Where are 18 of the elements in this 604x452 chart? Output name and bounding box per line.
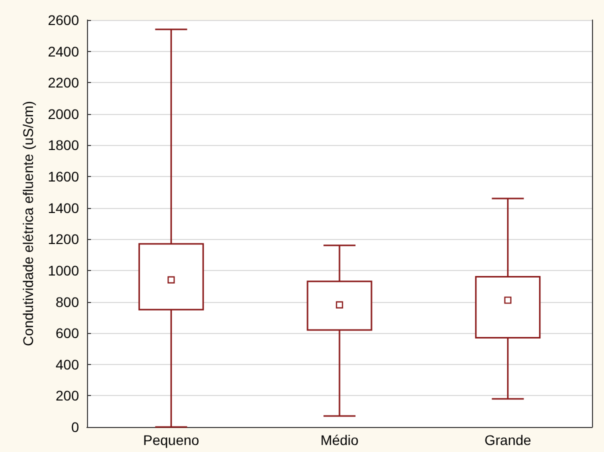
y-tick-label: 1600 — [48, 168, 80, 185]
y-tick-label: 1800 — [48, 137, 80, 154]
y-tick-label: 1400 — [48, 200, 80, 216]
y-tick-label: 600 — [56, 325, 80, 342]
y-tick-label: 2400 — [48, 43, 80, 60]
y-tick-label: 2000 — [48, 106, 80, 122]
y-tick-label: 2200 — [48, 74, 80, 91]
y-tick-label: 0 — [71, 419, 80, 435]
y-axis-title: Condutividade elétrica efluente (uS/cm) — [20, 100, 36, 346]
y-tick-label: 1000 — [48, 262, 80, 278]
x-tick-label: Grande — [484, 432, 532, 448]
y-tick-label: 400 — [56, 356, 80, 372]
y-tick-label: 2600 — [48, 12, 80, 28]
y-tick-label: 1200 — [48, 231, 80, 248]
y-tick-label: 800 — [56, 294, 80, 310]
x-tick-label: Médio — [320, 432, 359, 448]
y-tick-label: 200 — [56, 388, 80, 404]
x-tick-label: Pequeno — [143, 432, 200, 448]
